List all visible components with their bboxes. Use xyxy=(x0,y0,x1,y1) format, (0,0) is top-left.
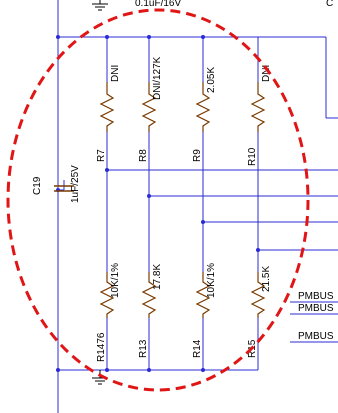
resistor-r7-body xyxy=(99,82,115,132)
resistor-value: 10K/1% xyxy=(110,263,121,298)
highlight-ellipse xyxy=(6,8,310,392)
resistor-ref: R9 xyxy=(192,149,203,162)
resistor-ref: R10 xyxy=(247,147,258,166)
resistor-r14-body xyxy=(195,272,211,318)
resistor-ref: R7 xyxy=(96,149,107,162)
resistor-r10-body xyxy=(250,82,266,132)
resistor-r9-body xyxy=(195,82,211,132)
capacitor-ref: C19 xyxy=(32,176,43,195)
resistor-ref: R8 xyxy=(138,149,149,162)
resistor-ref: R1476 xyxy=(96,332,107,362)
ground-symbol-top xyxy=(92,0,108,11)
cap-value-top: 0.1uF/16V xyxy=(135,0,181,9)
resistor-value: 10K/1% xyxy=(206,263,217,298)
resistor-ref: R13 xyxy=(138,339,149,358)
resistor-value: 21.5K xyxy=(261,266,272,292)
resistor-value: DNI xyxy=(261,65,272,82)
resistor-value: DNI/127K xyxy=(152,56,163,100)
net-label-pmbus: PMBUS xyxy=(298,303,334,314)
resistor-value: DNI xyxy=(110,65,121,82)
net-label-pmbus: PMBUS xyxy=(298,331,334,342)
resistors-bottom: 10K/1% 17.8K 10K/1% 21.5K R1476 R13 R14 … xyxy=(96,263,272,362)
pmbus-net-labels: PMBUS PMBUS PMBUS xyxy=(298,291,334,342)
net-label-pmbus: PMBUS xyxy=(298,291,334,302)
resistors-top: DNI DNI/127K 2.05K DNI R7 R8 R9 R10 xyxy=(96,56,272,166)
resistor-value: 17.8K xyxy=(152,264,163,290)
resistor-r15-body xyxy=(250,272,266,318)
resistor-ref: R14 xyxy=(192,339,203,358)
resistor-value: 2.05K xyxy=(206,67,217,93)
corner-fragment-label: C xyxy=(326,0,333,9)
capacitor-value: 1uF/25V xyxy=(70,165,81,203)
resistor-r13-body xyxy=(141,272,157,318)
resistor-r1476-body xyxy=(99,272,115,318)
resistor-r8-body xyxy=(141,82,157,132)
capacitor-c19: C19 1uF/25V xyxy=(32,165,81,203)
